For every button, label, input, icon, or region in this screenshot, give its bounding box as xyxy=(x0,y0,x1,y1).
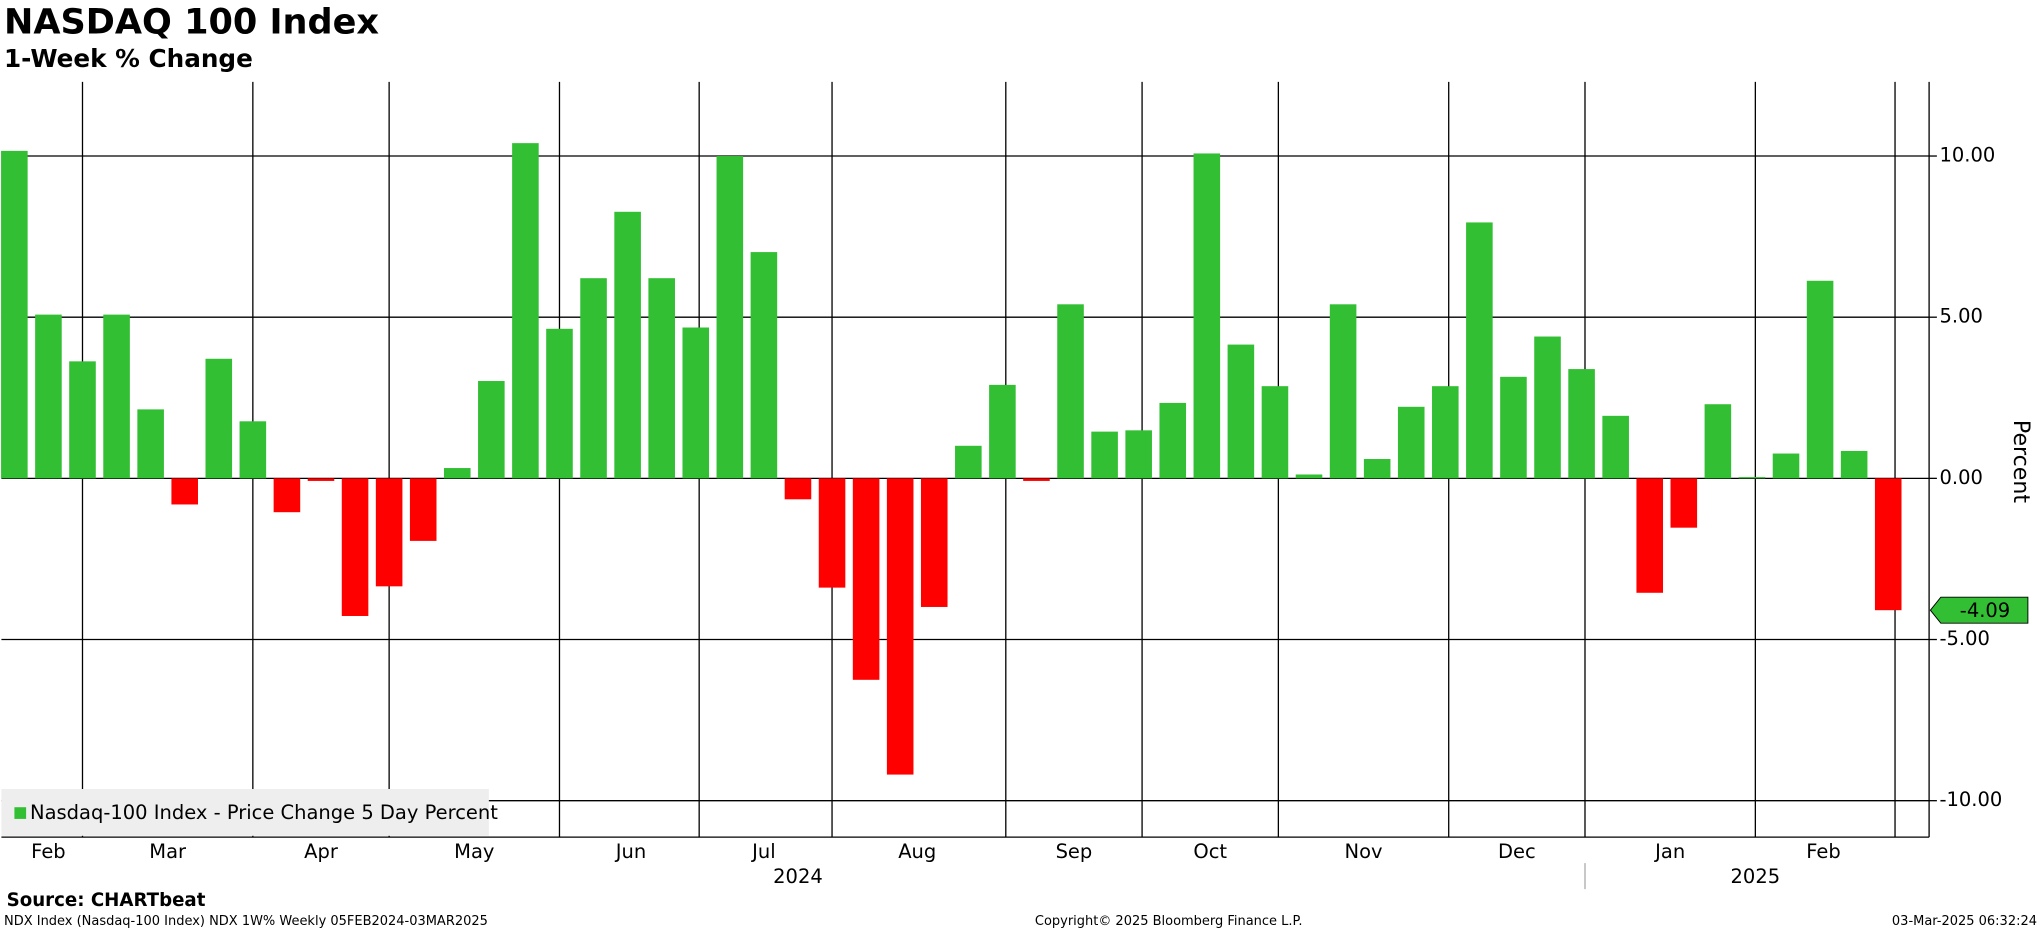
bar xyxy=(1806,280,1834,479)
bar xyxy=(750,252,778,479)
source: Source: CHARTbeat xyxy=(7,890,206,911)
bar xyxy=(1023,478,1050,481)
bar xyxy=(580,278,607,479)
bar xyxy=(307,478,335,481)
bar xyxy=(1670,478,1698,528)
y-tick-label: 5.00 xyxy=(1940,305,1983,328)
x-tick-label: Jan xyxy=(1653,840,1685,863)
x-tick-label: Oct xyxy=(1193,840,1227,863)
x-tick-label: Aug xyxy=(898,840,936,863)
last-value-tag xyxy=(1929,596,2029,624)
bar xyxy=(955,445,982,479)
footer-center: Copyright© 2025 Bloomberg Finance L.P. xyxy=(1035,914,1303,929)
bar xyxy=(69,361,96,479)
bar xyxy=(1636,478,1664,593)
legend-box xyxy=(1,789,489,836)
bar xyxy=(784,478,812,500)
x-tick-label: Nov xyxy=(1345,840,1383,863)
bar xyxy=(1363,459,1391,479)
footer-right: 03-Mar-2025 06:32:24 xyxy=(1892,914,2037,929)
bar xyxy=(648,278,675,479)
bar xyxy=(1,150,28,479)
bar xyxy=(103,314,130,479)
bar xyxy=(1329,304,1357,479)
bar xyxy=(239,421,267,479)
bar xyxy=(35,314,62,479)
bar xyxy=(273,478,301,513)
y-tick-label: -5.00 xyxy=(1940,627,1990,650)
bar xyxy=(716,156,744,479)
bar xyxy=(409,478,437,541)
bar xyxy=(1738,477,1766,479)
x-tick-label: Mar xyxy=(149,840,187,863)
x-tick-label: Jul xyxy=(750,840,776,863)
bar xyxy=(341,478,369,616)
year-label: 2025 xyxy=(1731,865,1781,888)
bar xyxy=(1091,431,1118,479)
x-tick-label: Feb xyxy=(1806,840,1841,863)
bar xyxy=(1772,453,1800,479)
bar xyxy=(818,478,846,588)
x-tick-label: Dec xyxy=(1498,840,1536,863)
bar xyxy=(852,478,880,680)
bar xyxy=(137,409,164,479)
bar xyxy=(920,478,948,607)
bar xyxy=(1295,474,1323,479)
bar xyxy=(1704,404,1732,479)
bar xyxy=(989,384,1016,479)
bar xyxy=(375,478,403,587)
last-value-label: -4.09 xyxy=(1960,599,2010,622)
bar xyxy=(1602,415,1629,479)
bar xyxy=(546,328,573,479)
bar xyxy=(1159,402,1187,479)
x-tick-label: Apr xyxy=(304,840,339,863)
bar xyxy=(886,478,914,775)
bar xyxy=(1432,386,1459,479)
bar xyxy=(1466,222,1493,479)
bar xyxy=(1397,406,1425,479)
x-tick-label: Jun xyxy=(614,840,646,863)
y-tick-label: -10.00 xyxy=(1940,788,2003,811)
year-label: 2024 xyxy=(773,865,823,888)
chart-subtitle: 1-Week % Change xyxy=(4,44,253,73)
bar xyxy=(1874,478,1902,611)
y-tick-label: 0.00 xyxy=(1940,466,1983,489)
bar xyxy=(1568,369,1595,479)
bar xyxy=(1840,450,1868,479)
chart-title: NASDAQ 100 Index xyxy=(4,1,379,42)
legend-label: Nasdaq-100 Index - Price Change 5 Day Pe… xyxy=(30,801,498,824)
bar xyxy=(443,468,471,479)
legend-swatch xyxy=(14,807,27,819)
bar xyxy=(1500,376,1527,479)
bar xyxy=(171,478,198,505)
y-axis-label: Percent xyxy=(2008,420,2034,503)
bar xyxy=(1125,430,1152,479)
bar xyxy=(1261,386,1289,479)
bar xyxy=(478,381,505,479)
bar xyxy=(1534,336,1561,479)
y-tick-label: 10.00 xyxy=(1940,144,1996,167)
bar xyxy=(205,358,233,479)
bar xyxy=(682,327,710,479)
x-tick-label: Sep xyxy=(1056,840,1093,863)
x-tick-label: May xyxy=(454,840,494,863)
footer-left: NDX Index (Nasdaq-100 Index) NDX 1W% Wee… xyxy=(4,914,488,929)
bar xyxy=(512,143,539,479)
bar xyxy=(1057,304,1084,479)
bar xyxy=(1227,344,1255,479)
bar xyxy=(1193,153,1221,479)
x-tick-label: Feb xyxy=(31,840,66,863)
bar xyxy=(614,211,641,479)
